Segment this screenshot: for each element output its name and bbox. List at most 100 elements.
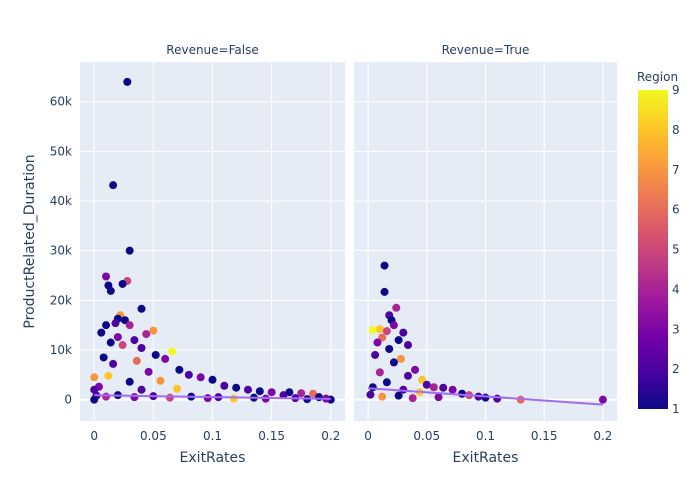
data-point[interactable] <box>99 353 108 362</box>
data-point[interactable] <box>102 392 111 401</box>
x-tick-label: 0.15 <box>531 429 558 443</box>
data-point[interactable] <box>255 387 264 396</box>
data-point[interactable] <box>165 393 174 402</box>
y-tick-label: 20k <box>50 293 72 307</box>
data-point[interactable] <box>394 336 403 345</box>
data-point[interactable] <box>392 303 401 312</box>
x-tick-label: 0.15 <box>258 429 285 443</box>
facet-title: Revenue=False <box>166 43 258 57</box>
data-point[interactable] <box>371 350 380 359</box>
data-point[interactable] <box>439 383 448 392</box>
data-point[interactable] <box>404 341 413 350</box>
data-point[interactable] <box>137 304 146 313</box>
data-point[interactable] <box>404 371 413 380</box>
x-tick-label: 0.1 <box>203 429 222 443</box>
data-point[interactable] <box>173 384 182 393</box>
data-point[interactable] <box>394 391 403 400</box>
trend-line <box>368 387 603 406</box>
data-point[interactable] <box>429 383 438 392</box>
data-point[interactable] <box>90 385 99 394</box>
data-point[interactable] <box>161 354 170 363</box>
data-point[interactable] <box>232 383 241 392</box>
data-point[interactable] <box>106 338 115 347</box>
facet-panel-1: Revenue=False 0 0.05 0.1 0.15 0.2 ExitRates <box>80 43 345 466</box>
data-point[interactable] <box>168 347 177 356</box>
data-point[interactable] <box>380 261 389 270</box>
data-point[interactable] <box>375 325 384 334</box>
data-point[interactable] <box>378 392 387 401</box>
data-point[interactable] <box>382 378 391 387</box>
data-point[interactable] <box>422 380 431 389</box>
data-point[interactable] <box>285 388 294 397</box>
data-point[interactable] <box>389 321 398 330</box>
data-point[interactable] <box>144 367 153 376</box>
data-point[interactable] <box>109 181 118 190</box>
data-point[interactable] <box>368 326 377 335</box>
data-point[interactable] <box>598 395 607 404</box>
data-point[interactable] <box>102 272 111 281</box>
data-point[interactable] <box>184 370 193 379</box>
data-point[interactable] <box>137 385 146 394</box>
data-point[interactable] <box>380 287 389 296</box>
data-point[interactable] <box>481 393 490 402</box>
data-point[interactable] <box>102 321 111 330</box>
data-point[interactable] <box>132 356 141 365</box>
data-point[interactable] <box>411 365 420 374</box>
data-point[interactable] <box>385 345 394 354</box>
data-point[interactable] <box>368 383 377 392</box>
data-point[interactable] <box>111 319 120 328</box>
data-point[interactable] <box>382 327 391 336</box>
data-point[interactable] <box>90 373 99 382</box>
data-point[interactable] <box>243 385 252 394</box>
data-point[interactable] <box>373 338 382 347</box>
data-point[interactable] <box>366 390 375 399</box>
data-point[interactable] <box>314 393 323 402</box>
data-point[interactable] <box>196 373 205 382</box>
data-point[interactable] <box>389 358 398 367</box>
colorbar-tick-label: 3 <box>672 322 680 336</box>
data-point[interactable] <box>229 394 238 403</box>
data-point[interactable] <box>109 359 118 368</box>
data-point[interactable] <box>408 394 417 403</box>
data-point[interactable] <box>149 326 158 335</box>
x-tick-label: 0.2 <box>321 429 340 443</box>
data-point[interactable] <box>375 368 384 377</box>
data-point[interactable] <box>118 279 127 288</box>
data-point[interactable] <box>123 77 132 86</box>
data-point[interactable] <box>434 393 443 402</box>
data-point[interactable] <box>125 246 134 255</box>
data-point[interactable] <box>104 371 113 380</box>
data-point[interactable] <box>396 354 405 363</box>
data-point[interactable] <box>137 344 146 353</box>
data-point[interactable] <box>130 393 139 402</box>
data-point[interactable] <box>130 336 139 345</box>
data-point[interactable] <box>156 376 165 385</box>
data-point[interactable] <box>208 375 217 384</box>
data-point[interactable] <box>297 389 306 398</box>
data-point[interactable] <box>309 389 318 398</box>
data-point[interactable] <box>151 350 160 359</box>
data-point[interactable] <box>203 394 212 403</box>
data-point[interactable] <box>493 394 502 403</box>
data-point[interactable] <box>267 388 276 397</box>
x-axis-title: ExitRates <box>453 450 519 466</box>
data-point[interactable] <box>97 328 106 337</box>
colorbar-tick-label: 7 <box>672 163 680 177</box>
data-point[interactable] <box>220 381 229 390</box>
data-point[interactable] <box>399 328 408 337</box>
data-point[interactable] <box>120 316 129 325</box>
data-point[interactable] <box>106 286 115 295</box>
data-point[interactable] <box>418 375 427 384</box>
data-point[interactable] <box>448 385 457 394</box>
data-point[interactable] <box>175 365 184 374</box>
data-point[interactable] <box>113 333 122 342</box>
data-point[interactable] <box>378 333 387 342</box>
y-tick-label: 0 <box>64 393 72 407</box>
data-point[interactable] <box>125 321 134 330</box>
x-tick-label: 0.05 <box>140 429 167 443</box>
data-point[interactable] <box>125 377 134 386</box>
data-point[interactable] <box>90 395 99 404</box>
colorbar-tick-label: 9 <box>672 83 680 97</box>
data-point[interactable] <box>118 341 127 350</box>
data-point[interactable] <box>142 330 151 339</box>
